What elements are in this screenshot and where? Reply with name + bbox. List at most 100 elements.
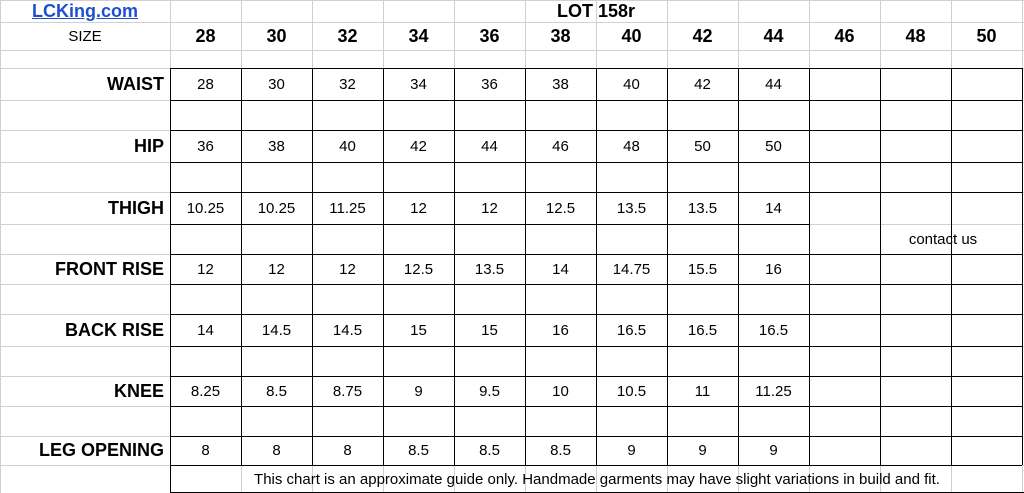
size-header-34: 34: [408, 25, 429, 46]
cell-front-rise-42: 15.5: [687, 260, 718, 278]
cell-knee-48: [880, 376, 951, 406]
cell-leg-opening-32: 8: [343, 442, 352, 459]
size-header-40: 40: [621, 25, 642, 46]
cell-front-rise-38: 14: [552, 260, 569, 278]
cell-hip-48: [880, 130, 951, 162]
cell-hip-46: [809, 130, 880, 162]
row-label-leg-opening: LEG OPENING: [38, 440, 164, 460]
cell-front-rise-48: [880, 254, 951, 284]
cell-front-rise-50: [951, 254, 1022, 284]
size-header-44: 44: [763, 25, 784, 46]
cell-knee-30: 8.5: [266, 382, 287, 400]
size-header-36: 36: [479, 25, 500, 46]
cell-hip-40: 48: [623, 137, 640, 155]
cell-knee-28: 8.25: [190, 382, 221, 400]
size-header-50: 50: [976, 25, 997, 46]
cell-back-rise-32: 14.5: [332, 321, 363, 339]
cell-leg-opening-50: [951, 436, 1022, 465]
size-header-label: SIZE: [68, 27, 102, 45]
size-header-32: 32: [337, 25, 358, 46]
cell-thigh-44: 14: [765, 199, 782, 217]
size-header-48: 48: [905, 25, 926, 46]
cell-waist-48: [880, 68, 951, 100]
cell-front-rise-34: 12.5: [403, 260, 434, 278]
lot-title: LOT 158r: [556, 0, 636, 21]
cell-knee-50: [951, 376, 1022, 406]
cell-back-rise-50: [951, 314, 1022, 346]
cell-hip-32: 40: [339, 137, 356, 155]
cell-hip-36: 44: [481, 137, 498, 155]
cell-thigh-48: [880, 192, 951, 224]
size-header-38: 38: [550, 25, 571, 46]
cell-back-rise-48: [880, 314, 951, 346]
cell-leg-opening-46: [809, 436, 880, 465]
cell-thigh-32: 11.25: [329, 199, 366, 217]
cell-front-rise-28: 12: [197, 260, 214, 278]
cell-back-rise-30: 14.5: [261, 321, 292, 339]
size-header-46: 46: [834, 25, 855, 46]
cell-back-rise-46: [809, 314, 880, 346]
cell-hip-34: 42: [410, 137, 427, 155]
cell-hip-50: [951, 130, 1022, 162]
cell-waist-34: 34: [410, 75, 427, 93]
cell-waist-32: 32: [339, 75, 356, 93]
size-header-42: 42: [692, 25, 713, 46]
cell-thigh-38: 12.5: [545, 199, 576, 217]
cell-knee-38: 10: [552, 382, 569, 400]
row-label-thigh: THIGH: [108, 197, 164, 218]
cell-leg-opening-44: 9: [769, 442, 778, 459]
cell-thigh-36: 12: [481, 199, 498, 217]
cell-leg-opening-38: 8.5: [550, 442, 571, 459]
cell-hip-38: 46: [552, 137, 569, 155]
cell-knee-44: 11.25: [755, 382, 792, 400]
disclaimer-note: This chart is an approximate guide only.…: [254, 470, 940, 488]
cell-waist-40: 40: [623, 75, 640, 93]
row-label-knee: KNEE: [113, 380, 164, 401]
size-header-30: 30: [266, 25, 287, 46]
cell-thigh-28: 10.25: [186, 199, 225, 217]
cell-waist-46: [809, 68, 880, 100]
cell-hip-42: 50: [694, 137, 711, 155]
cell-thigh-46: [809, 192, 880, 224]
cell-leg-opening-34: 8.5: [408, 442, 429, 459]
row-label-hip: HIP: [133, 135, 164, 156]
cell-hip-28: 36: [197, 137, 214, 155]
brand-link[interactable]: LCKing.com: [32, 0, 138, 21]
cell-front-rise-32: 12: [339, 260, 356, 278]
cell-leg-opening-48: [880, 436, 951, 465]
cell-back-rise-40: 16.5: [616, 321, 647, 339]
cell-thigh-42: 13.5: [687, 199, 718, 217]
cell-leg-opening-30: 8: [272, 442, 281, 459]
cell-waist-36: 36: [481, 75, 498, 93]
cell-back-rise-34: 15: [410, 321, 427, 339]
size-header-28: 28: [195, 25, 216, 46]
contact-us-note: contact us: [908, 230, 978, 248]
cell-front-rise-30: 12: [268, 260, 285, 278]
cell-thigh-40: 13.5: [616, 199, 647, 217]
row-label-waist: WAIST: [107, 73, 164, 94]
cell-hip-30: 38: [268, 137, 285, 155]
cell-waist-44: 44: [765, 75, 782, 93]
cell-knee-34: 9: [414, 382, 423, 400]
cell-knee-46: [809, 376, 880, 406]
cell-front-rise-46: [809, 254, 880, 284]
cell-front-rise-44: 16: [765, 260, 782, 278]
cell-thigh-30: 10.25: [257, 199, 296, 217]
cell-front-rise-36: 13.5: [474, 260, 505, 278]
cell-waist-50: [951, 68, 1022, 100]
cell-back-rise-42: 16.5: [687, 321, 718, 339]
cell-thigh-50: [951, 192, 1022, 224]
cell-waist-42: 42: [694, 75, 711, 93]
row-label-back-rise: BACK RISE: [64, 319, 164, 340]
cell-knee-42: 11: [694, 382, 711, 400]
cell-front-rise-40: 14.75: [612, 260, 651, 278]
row-label-front-rise: FRONT RISE: [54, 258, 164, 279]
cell-waist-30: 30: [268, 75, 285, 93]
cell-back-rise-38: 16: [552, 321, 569, 339]
cell-thigh-34: 12: [410, 199, 427, 217]
cell-leg-opening-42: 9: [698, 442, 707, 459]
cell-back-rise-28: 14: [197, 321, 214, 339]
cell-waist-38: 38: [552, 75, 569, 93]
